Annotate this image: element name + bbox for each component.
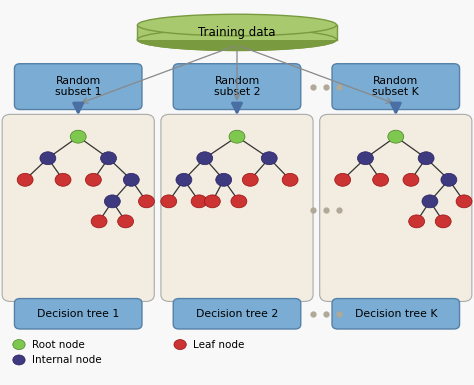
Circle shape — [85, 173, 101, 186]
Circle shape — [435, 215, 451, 228]
FancyBboxPatch shape — [173, 64, 301, 109]
Circle shape — [229, 130, 245, 143]
Text: Random
subset 1: Random subset 1 — [55, 76, 101, 97]
Text: Decision tree 1: Decision tree 1 — [37, 309, 119, 319]
Circle shape — [161, 195, 177, 208]
Ellipse shape — [137, 14, 337, 36]
Circle shape — [357, 152, 374, 165]
Circle shape — [123, 173, 139, 186]
Circle shape — [204, 195, 220, 208]
Circle shape — [231, 195, 247, 208]
Circle shape — [138, 195, 155, 208]
Circle shape — [104, 195, 120, 208]
Circle shape — [242, 173, 258, 186]
Circle shape — [191, 195, 207, 208]
Circle shape — [174, 340, 186, 350]
Text: Random
subset 2: Random subset 2 — [214, 76, 260, 97]
FancyBboxPatch shape — [332, 64, 459, 109]
Text: Random
subset K: Random subset K — [373, 76, 419, 97]
Circle shape — [373, 173, 389, 186]
Circle shape — [282, 173, 298, 186]
Circle shape — [261, 152, 277, 165]
FancyBboxPatch shape — [2, 114, 154, 301]
Circle shape — [13, 355, 25, 365]
Circle shape — [422, 195, 438, 208]
Circle shape — [100, 152, 117, 165]
Circle shape — [55, 173, 71, 186]
Text: Internal node: Internal node — [32, 355, 102, 365]
Text: Training data: Training data — [198, 26, 276, 39]
FancyBboxPatch shape — [319, 114, 472, 301]
Text: Leaf node: Leaf node — [193, 340, 245, 350]
Text: Root node: Root node — [32, 340, 85, 350]
Circle shape — [456, 195, 472, 208]
Circle shape — [403, 173, 419, 186]
Circle shape — [70, 130, 86, 143]
Circle shape — [13, 340, 25, 350]
FancyBboxPatch shape — [173, 299, 301, 329]
Circle shape — [17, 173, 33, 186]
Circle shape — [91, 215, 107, 228]
FancyBboxPatch shape — [15, 64, 142, 109]
FancyBboxPatch shape — [15, 299, 142, 329]
Text: Decision tree 2: Decision tree 2 — [196, 309, 278, 319]
Circle shape — [197, 152, 213, 165]
Circle shape — [176, 173, 192, 186]
Circle shape — [409, 215, 425, 228]
Text: Decision tree K: Decision tree K — [355, 309, 437, 319]
Circle shape — [40, 152, 56, 165]
Circle shape — [388, 130, 404, 143]
Circle shape — [216, 173, 232, 186]
Circle shape — [335, 173, 351, 186]
Ellipse shape — [137, 29, 337, 50]
FancyBboxPatch shape — [332, 299, 459, 329]
Circle shape — [441, 173, 457, 186]
FancyBboxPatch shape — [161, 114, 313, 301]
Circle shape — [418, 152, 434, 165]
Polygon shape — [137, 25, 337, 40]
Circle shape — [118, 215, 134, 228]
